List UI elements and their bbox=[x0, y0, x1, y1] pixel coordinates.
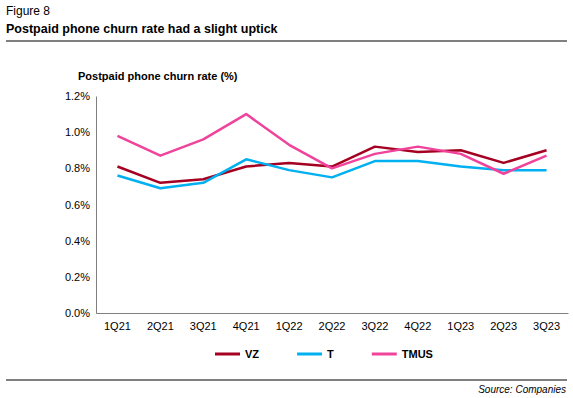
chart: Figure 8 Postpaid phone churn rate had a … bbox=[0, 0, 573, 398]
x-tick-label: 4Q22 bbox=[404, 320, 431, 332]
y-tick: 0.6% bbox=[65, 199, 96, 211]
y-tick: 0.8% bbox=[65, 162, 96, 174]
x-tick: 2Q22 bbox=[319, 320, 346, 332]
y-tick-label: 1.0% bbox=[65, 126, 90, 138]
y-axis: 0.0% 0.2% 0.4% 0.6% 0.8% 1.0% 1.2% bbox=[65, 90, 97, 319]
y-tick: 1.0% bbox=[65, 126, 96, 138]
legend-swatch bbox=[215, 353, 240, 356]
x-tick-label: 1Q21 bbox=[104, 320, 131, 332]
x-tick-label: 2Q23 bbox=[490, 320, 517, 332]
title: Postpaid phone churn rate had a slight u… bbox=[6, 22, 278, 36]
legend-item: T bbox=[297, 348, 334, 360]
figure-number: Figure 8 bbox=[6, 4, 50, 18]
x-tick: 3Q23 bbox=[533, 320, 560, 332]
x-axis-line bbox=[97, 313, 569, 314]
x-tick: 1Q21 bbox=[104, 320, 131, 332]
y-tick-label: 1.2% bbox=[65, 90, 90, 102]
legend: VZ T TMUS bbox=[215, 348, 433, 360]
x-tick: 4Q21 bbox=[233, 320, 260, 332]
x-tick-label: 3Q23 bbox=[533, 320, 560, 332]
x-tick-label: 2Q22 bbox=[319, 320, 346, 332]
x-tick: 4Q22 bbox=[404, 320, 431, 332]
x-tick-label: 4Q21 bbox=[233, 320, 260, 332]
x-tick: 1Q22 bbox=[276, 320, 303, 332]
y-tick-label: 0.2% bbox=[65, 271, 90, 283]
x-tick-label: 2Q21 bbox=[147, 320, 174, 332]
x-tick-label: 3Q21 bbox=[190, 320, 217, 332]
legend-swatch bbox=[372, 353, 397, 356]
y-tick: 0.4% bbox=[65, 235, 96, 247]
y-tick-label: 0.4% bbox=[65, 235, 90, 247]
y-tick: 1.2% bbox=[65, 90, 96, 102]
legend-label: TMUS bbox=[402, 348, 433, 360]
y-tick: 0.0% bbox=[65, 307, 96, 319]
legend-label: T bbox=[327, 348, 334, 360]
x-tick: 2Q23 bbox=[490, 320, 517, 332]
x-tick: 3Q22 bbox=[361, 320, 388, 332]
series-line bbox=[117, 114, 546, 174]
header-rule bbox=[6, 41, 567, 42]
x-tick: 2Q21 bbox=[147, 320, 174, 332]
y-tick-label: 0.6% bbox=[65, 199, 90, 211]
y-axis-line bbox=[96, 97, 97, 314]
y-tick: 0.2% bbox=[65, 271, 96, 283]
y-axis-title: Postpaid phone churn rate (%) bbox=[78, 70, 238, 82]
x-tick-label: 1Q22 bbox=[276, 320, 303, 332]
x-tick: 3Q21 bbox=[190, 320, 217, 332]
legend-item: TMUS bbox=[372, 348, 433, 360]
legend-item: VZ bbox=[215, 348, 259, 360]
x-tick-label: 1Q23 bbox=[447, 320, 474, 332]
x-tick: 1Q23 bbox=[447, 320, 474, 332]
legend-label: VZ bbox=[245, 348, 259, 360]
x-axis: 1Q21 2Q21 3Q21 4Q21 1Q22 2Q22 3Q22 4Q22 1Q23 2Q23… bbox=[97, 314, 569, 332]
x-tick-label: 3Q22 bbox=[361, 320, 388, 332]
plot-area bbox=[117, 114, 546, 188]
source: Source: Companies bbox=[478, 384, 566, 395]
y-tick-label: 0.0% bbox=[65, 307, 90, 319]
y-tick-label: 0.8% bbox=[65, 162, 90, 174]
footer-rule bbox=[6, 380, 567, 381]
legend-swatch bbox=[297, 353, 322, 356]
